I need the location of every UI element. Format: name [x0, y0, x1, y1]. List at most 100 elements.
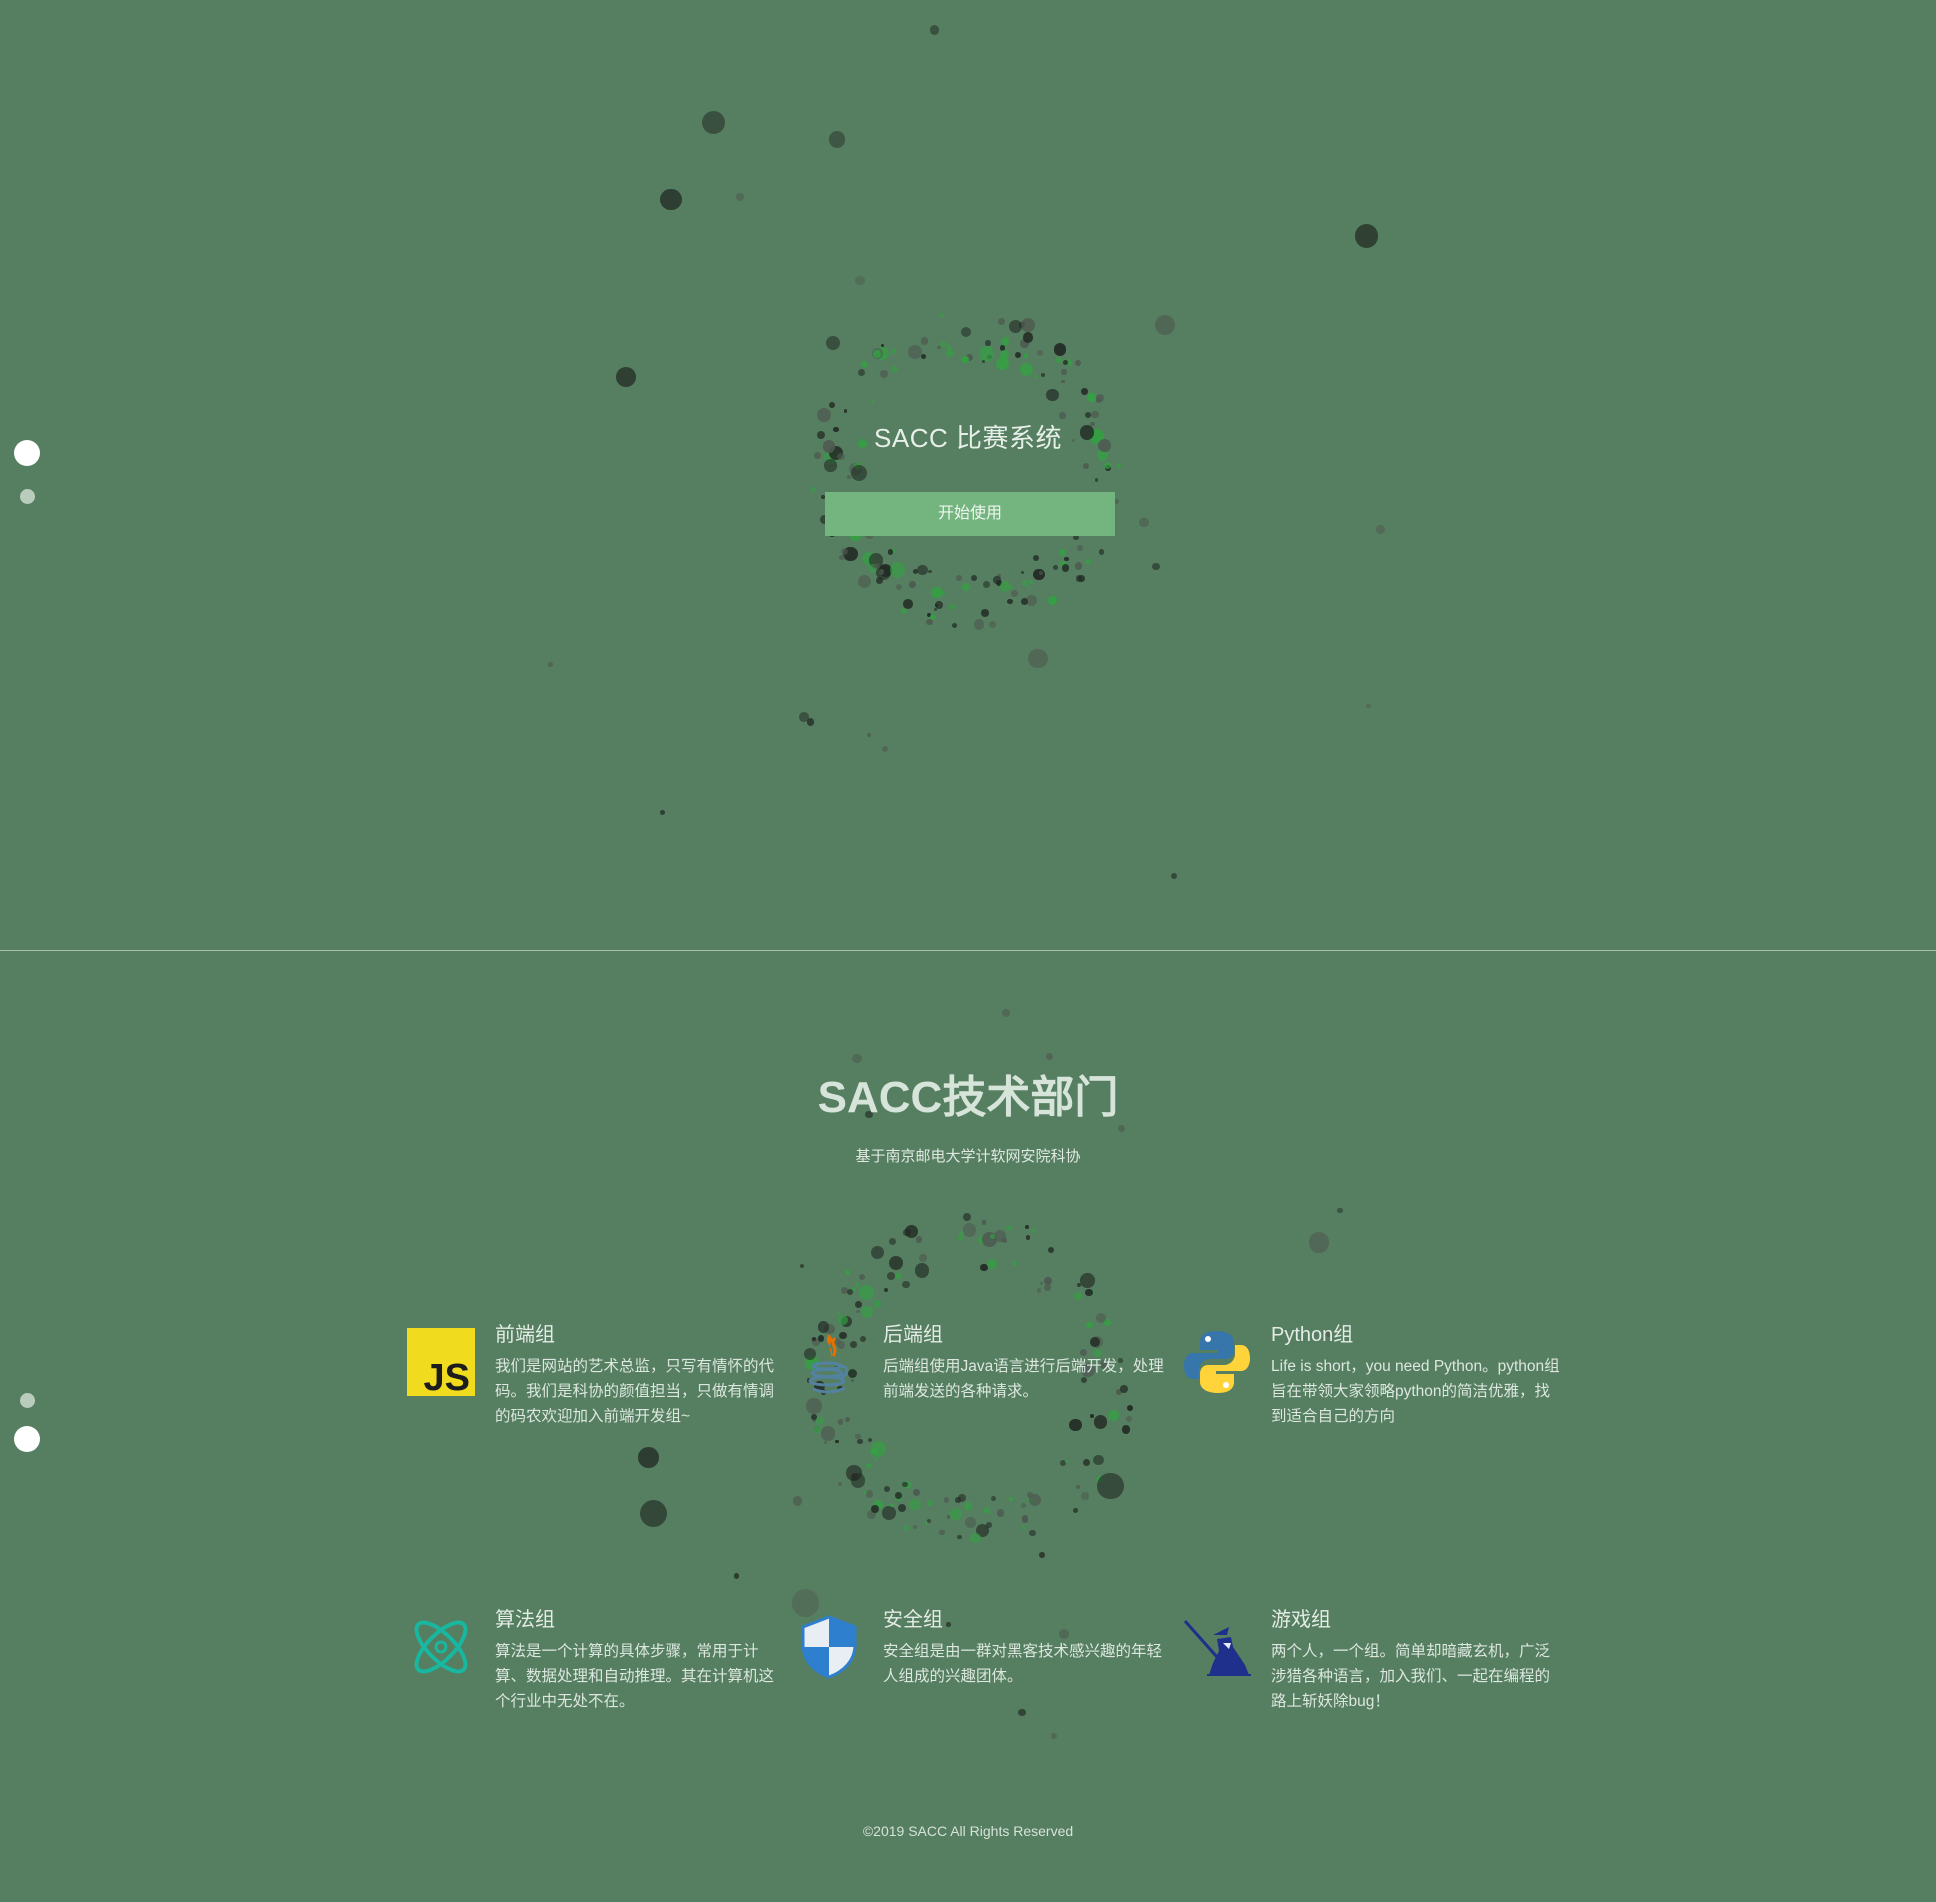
particle [660, 189, 681, 210]
particle [1048, 596, 1056, 604]
particle [919, 1254, 927, 1262]
particle [891, 366, 898, 373]
particle [958, 1494, 967, 1503]
group-description: 两个人，一个组。简单却暗藏玄机，广泛涉猎各种语言，加入我们、一起在编程的路上斩妖… [1271, 1639, 1561, 1714]
particle [961, 356, 968, 363]
particle [957, 1535, 961, 1539]
particle [1096, 398, 1101, 403]
particle [935, 601, 943, 609]
particle [966, 354, 973, 361]
start-button[interactable]: 开始使用 [825, 492, 1115, 536]
particle [903, 1481, 911, 1489]
particle [1087, 393, 1095, 401]
particle [855, 1301, 862, 1308]
particle [1139, 518, 1149, 528]
particle [1021, 318, 1035, 332]
particle [1020, 339, 1029, 348]
particle [896, 1495, 902, 1501]
particle [862, 552, 875, 565]
particle [985, 340, 991, 346]
particle [1021, 1525, 1026, 1530]
particle [998, 318, 1005, 325]
particle [548, 662, 553, 667]
group-description: 我们是网站的艺术总监，只写有情怀的代码。我们是科协的颜值担当，只做有情调的码农欢… [495, 1354, 785, 1429]
particle [800, 1264, 804, 1268]
particle [1021, 571, 1024, 574]
particle [947, 1515, 950, 1518]
page-dot-1[interactable] [14, 440, 40, 466]
particle [984, 1507, 991, 1514]
particle [1022, 1518, 1027, 1523]
particle [1000, 345, 1005, 350]
python-icon [1183, 1328, 1251, 1396]
particle [876, 577, 883, 584]
particle [959, 1231, 964, 1236]
particle [925, 1522, 928, 1525]
particle [1013, 1261, 1018, 1266]
particle [824, 459, 836, 471]
particle [870, 1448, 878, 1456]
particle [1034, 375, 1037, 378]
page-dot-2[interactable] [14, 1426, 40, 1452]
particle [974, 619, 985, 630]
particle [1033, 555, 1039, 561]
particle [890, 1504, 894, 1508]
particle [1054, 343, 1067, 356]
particle [997, 574, 1001, 578]
particle [904, 1525, 909, 1530]
particle [882, 1506, 895, 1519]
particle [1077, 545, 1083, 551]
atom-icon [407, 1613, 475, 1681]
particle [930, 25, 939, 34]
particle [861, 1306, 873, 1318]
particle [884, 1486, 890, 1492]
particle [1015, 352, 1021, 358]
particle [845, 1270, 850, 1275]
particle [930, 614, 936, 620]
particle [989, 621, 996, 628]
particle [1073, 1508, 1078, 1513]
particle [928, 570, 931, 573]
particle [837, 1312, 840, 1315]
group-title: Python组 [1271, 1318, 1353, 1347]
particle [1077, 1283, 1081, 1287]
particle [1037, 350, 1043, 356]
particle [1009, 320, 1022, 333]
particle [852, 1287, 856, 1291]
particle [978, 1236, 986, 1244]
particle [926, 619, 933, 626]
particle [839, 555, 845, 561]
particle [896, 584, 902, 590]
particle [913, 1525, 917, 1529]
group-security: 安全组 安全组是由一群对黑客技术感兴趣的年轻人组成的兴趣团体。 [795, 1603, 1175, 1733]
particle [1074, 1292, 1082, 1300]
particle [917, 565, 927, 575]
page-dot-2[interactable] [20, 489, 35, 504]
particle [1309, 1232, 1330, 1253]
group-description: 算法是一个计算的具体步骤，常用于计算、数据处理和自动推理。其在计算机这个行业中无… [495, 1639, 785, 1714]
particle [950, 604, 956, 610]
particle [931, 587, 942, 598]
particle [859, 1285, 874, 1300]
particle [1002, 1009, 1010, 1017]
particle [869, 560, 873, 564]
particle [1022, 1515, 1029, 1522]
particle [879, 569, 884, 574]
particle [982, 1232, 997, 1247]
section-subtitle: 基于南京邮电大学计软网安院科协 [0, 1145, 1936, 1166]
particle [958, 1236, 963, 1241]
particle [873, 1300, 881, 1308]
particle [909, 1499, 921, 1511]
particle [934, 608, 937, 611]
particle [855, 1282, 860, 1287]
particle [921, 354, 926, 359]
particle [902, 1482, 908, 1488]
particle [927, 613, 931, 617]
particle [1093, 1455, 1104, 1466]
particle [1029, 1530, 1036, 1537]
particle [1056, 357, 1062, 363]
particle [1001, 1238, 1004, 1241]
page-dot-1[interactable] [20, 1393, 35, 1408]
particle [880, 370, 888, 378]
particle [856, 1310, 859, 1313]
